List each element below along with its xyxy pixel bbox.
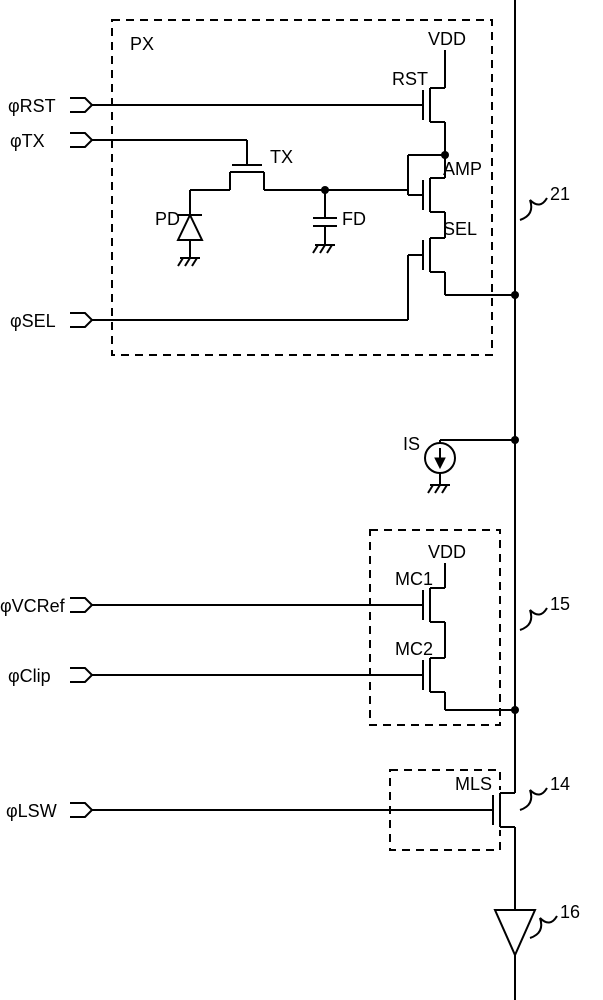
phi-tx-label: φTX: [10, 131, 45, 151]
vdd-mid-label: VDD: [428, 542, 466, 562]
phi-sel-label: φSEL: [10, 311, 56, 331]
is-label: IS: [403, 434, 420, 454]
tx-label: TX: [270, 147, 293, 167]
sel-transistor: [408, 238, 445, 272]
phi-clip-input: [70, 668, 408, 682]
mc2-label: MC2: [395, 639, 433, 659]
phi-lsw-label: φLSW: [6, 801, 57, 821]
px-label: PX: [130, 34, 154, 54]
pd-label: PD: [155, 209, 180, 229]
fd-label: FD: [342, 209, 366, 229]
ref-15-label: 15: [550, 594, 570, 614]
phi-clip-label: φClip: [8, 666, 51, 686]
ref-21-label: 21: [550, 184, 570, 204]
pd-diode: [178, 215, 202, 266]
ref-15: [520, 608, 547, 630]
mc1-label: MC1: [395, 569, 433, 589]
is-current-source: [425, 440, 455, 493]
ref-16-label: 16: [560, 902, 580, 922]
node-sel-main: [511, 291, 519, 299]
ref-14: [520, 788, 547, 810]
phi-vcref-input: [70, 598, 408, 612]
phi-rst-input: [70, 98, 408, 112]
fd-capacitor: [313, 190, 337, 253]
amp-transistor: [408, 178, 445, 212]
amplifier: [495, 860, 535, 1000]
node-rst-amp: [441, 151, 449, 159]
tx-transistor: [230, 158, 264, 190]
vdd-top-label: VDD: [428, 29, 466, 49]
phi-rst-label: φRST: [8, 96, 56, 116]
sel-label: SEL: [443, 219, 477, 239]
node-mc2-main: [511, 706, 519, 714]
ref-21: [520, 198, 547, 220]
phi-lsw-input: [70, 803, 478, 817]
mc2-transistor: [408, 658, 445, 692]
ref-14-label: 14: [550, 774, 570, 794]
rst-label: RST: [392, 69, 428, 89]
mls-label: MLS: [455, 774, 492, 794]
phi-sel-input: [70, 313, 92, 327]
amp-label: AMP: [443, 159, 482, 179]
px-box: [112, 20, 492, 355]
phi-vcref-label: φVCRef: [0, 596, 66, 616]
mc1-transistor: [408, 588, 445, 622]
rst-transistor: [408, 88, 445, 122]
phi-tx-input: [70, 133, 247, 158]
